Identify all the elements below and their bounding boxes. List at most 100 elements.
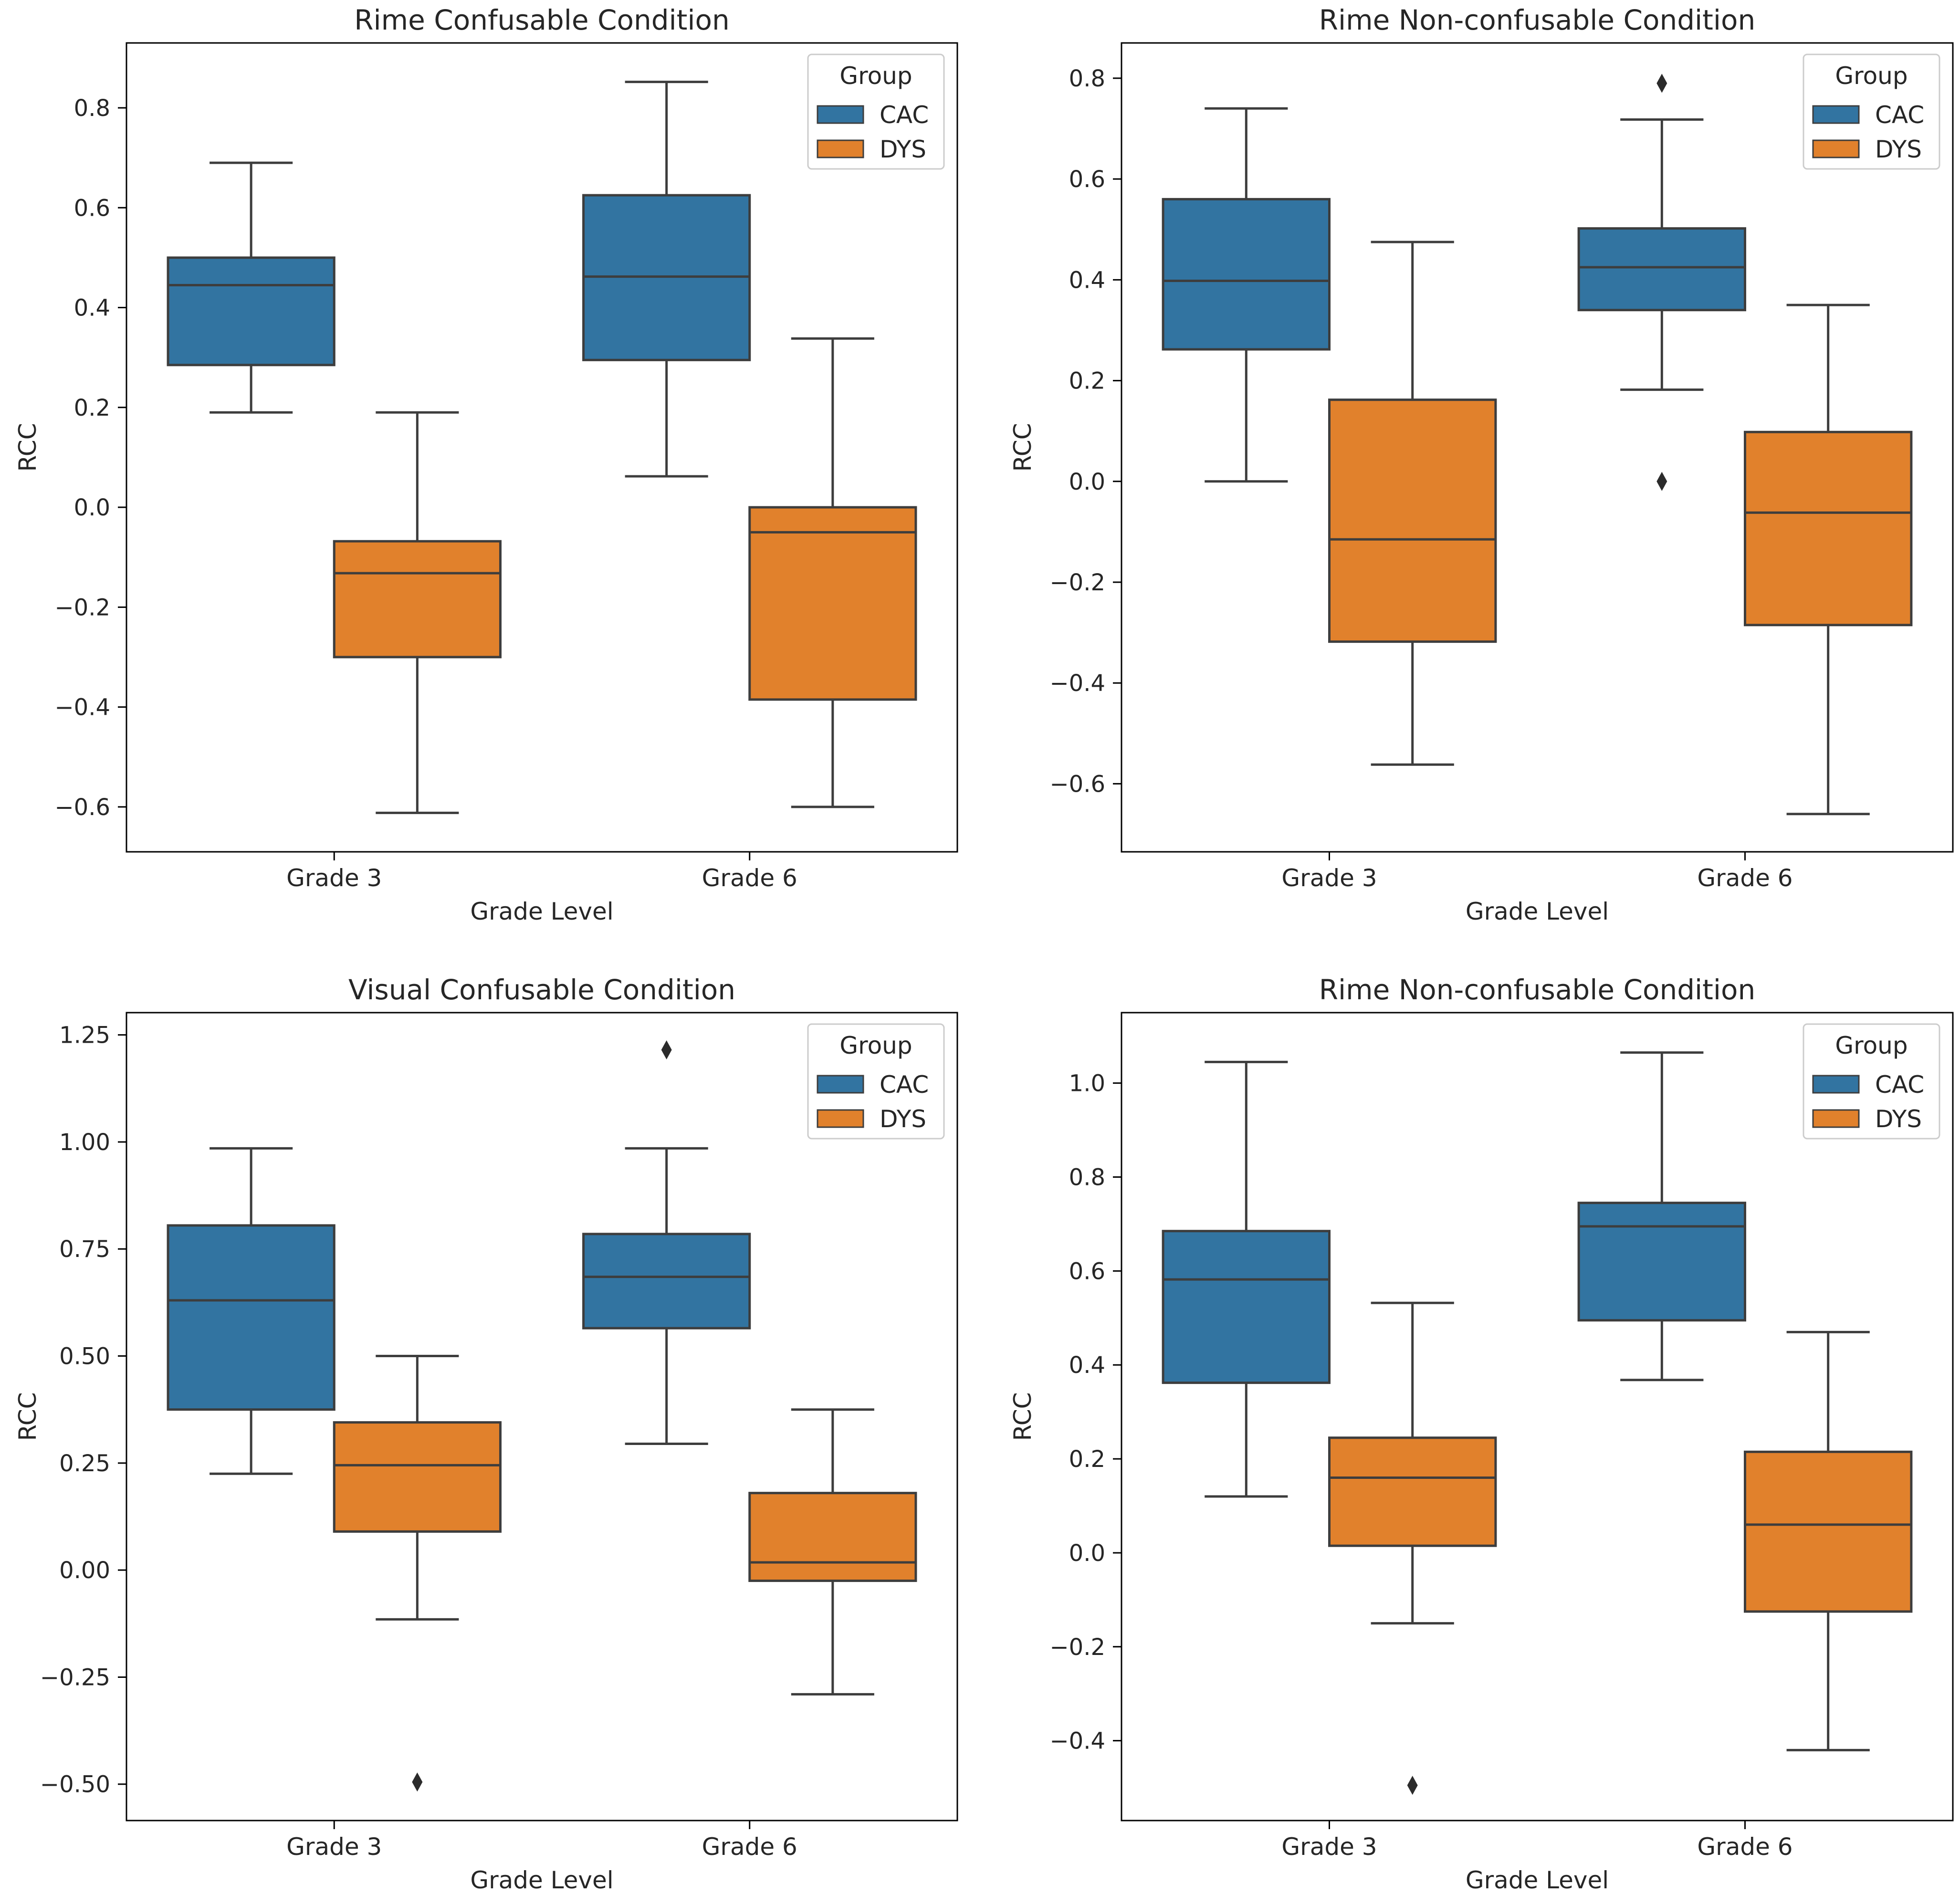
y-tick-label: 0.2	[74, 395, 110, 421]
box-dys-grade-3	[333, 411, 502, 814]
y-tick-label: 1.25	[59, 1022, 110, 1049]
plot-frame	[1121, 1012, 1954, 1822]
y-axis-label: RCC	[14, 1392, 42, 1441]
legend-title: Group	[1835, 1032, 1908, 1059]
y-tick-label: −0.4	[1049, 670, 1105, 697]
legend: Group CAC DYS	[1803, 53, 1940, 170]
y-tick-label: 0.8	[1069, 65, 1105, 92]
y-tick-label: 0.8	[74, 95, 110, 122]
box-cac-grade-6	[582, 1040, 751, 1445]
box-iqr	[333, 1421, 502, 1533]
box-cac-grade-3	[1162, 107, 1331, 483]
legend-label-dys: DYS	[1875, 1105, 1922, 1133]
subplot-4: Rime Non-confusable Condition −0.4 −0.2 0.0…	[1009, 974, 1954, 1894]
y-tick-label: 0.0	[1069, 469, 1105, 495]
legend: Group CAC DYS	[807, 53, 945, 170]
box-iqr	[1577, 1202, 1747, 1322]
legend-title: Group	[839, 62, 912, 90]
y-tick-label: −0.2	[1049, 1634, 1105, 1661]
legend-swatch-dys	[1812, 139, 1860, 158]
outlier-point	[1407, 1776, 1418, 1795]
box-dys-grade-6	[748, 1408, 917, 1696]
box-cac-grade-6	[582, 81, 751, 478]
box-dys-grade-3	[1328, 1301, 1497, 1795]
legend-label-cac: CAC	[880, 1071, 929, 1099]
legend-swatch-cac	[1812, 105, 1860, 124]
legend-swatch-dys	[817, 1109, 864, 1128]
legend-label-dys: DYS	[880, 1105, 926, 1133]
box-iqr	[333, 540, 502, 659]
box-iqr	[167, 256, 335, 366]
box-cac-grade-6	[1577, 1051, 1747, 1382]
box-iqr	[1577, 227, 1747, 312]
x-axis-label: Grade Level	[1466, 1866, 1609, 1894]
legend-label-cac: CAC	[1875, 101, 1924, 129]
x-axis-label: Grade Level	[470, 1866, 613, 1894]
legend-title: Group	[839, 1032, 912, 1059]
legend-title: Group	[1835, 62, 1908, 90]
box-iqr	[748, 1492, 917, 1582]
x-tick-label: Grade 6	[702, 864, 797, 892]
y-tick-label: −0.25	[40, 1664, 110, 1691]
x-tick-label: Grade 6	[702, 1833, 797, 1861]
box-iqr	[1162, 1230, 1331, 1384]
y-tick-label: 1.00	[59, 1129, 110, 1156]
chart-title: Visual Confusable Condition	[348, 974, 735, 1006]
legend-swatch-cac	[817, 105, 864, 124]
box-cac-grade-3	[167, 1147, 335, 1475]
x-axis-label: Grade Level	[470, 898, 613, 925]
legend-swatch-cac	[817, 1075, 864, 1094]
box-dys-grade-3	[333, 1355, 502, 1792]
outlier-point	[661, 1040, 672, 1060]
box-iqr	[1162, 198, 1331, 351]
box-cac-grade-3	[1162, 1060, 1331, 1498]
y-tick-label: −0.2	[1049, 569, 1105, 596]
box-dys-grade-6	[748, 337, 917, 808]
box-iqr	[1744, 1450, 1913, 1613]
x-axis-label: Grade Level	[1466, 898, 1609, 925]
chart-title: Rime Confusable Condition	[354, 4, 730, 36]
box-iqr	[582, 1233, 751, 1330]
legend: Group CAC DYS	[807, 1023, 945, 1140]
plot-frame	[1121, 42, 1954, 853]
y-tick-label: 0.6	[1069, 1258, 1105, 1285]
box-iqr	[167, 1224, 335, 1411]
legend: Group CAC DYS	[1803, 1023, 1940, 1140]
y-tick-label: 0.4	[74, 295, 110, 322]
y-tick-label: 0.00	[59, 1557, 110, 1584]
box-iqr	[748, 506, 917, 701]
legend-label-dys: DYS	[1875, 136, 1922, 163]
legend-swatch-dys	[817, 139, 864, 158]
x-tick-label: Grade 6	[1697, 1833, 1792, 1861]
legend-swatch-dys	[1812, 1109, 1860, 1128]
plot-frame	[126, 42, 958, 853]
box-dys-grade-3	[1328, 241, 1497, 766]
x-tick-label: Grade 3	[286, 864, 382, 892]
y-tick-label: 0.0	[1069, 1540, 1105, 1567]
y-tick-label: 1.0	[1069, 1070, 1105, 1097]
subplot-1: Rime Confusable Condition −0.6 −0.4 −0.2 0.0…	[14, 4, 958, 925]
box-iqr	[1744, 430, 1913, 627]
plot-frame	[126, 1012, 958, 1822]
box-cac-grade-6	[1577, 73, 1747, 491]
legend-label-cac: CAC	[1875, 1071, 1924, 1099]
x-tick-label: Grade 3	[1281, 864, 1377, 892]
x-tick-label: Grade 6	[1697, 864, 1792, 892]
y-tick-label: −0.4	[54, 694, 110, 721]
legend-swatch-cac	[1812, 1075, 1860, 1094]
y-tick-label: 0.6	[1069, 166, 1105, 193]
box-iqr	[1328, 1436, 1497, 1547]
y-tick-label: −0.6	[54, 794, 110, 821]
y-tick-label: 0.8	[1069, 1164, 1105, 1191]
y-tick-label: 0.4	[1069, 267, 1105, 293]
y-tick-label: 0.50	[59, 1343, 110, 1370]
y-tick-label: 0.0	[74, 494, 110, 521]
legend-label-dys: DYS	[880, 136, 926, 163]
y-tick-label: 0.2	[1069, 368, 1105, 395]
y-tick-label: −0.4	[1049, 1728, 1105, 1755]
box-dys-grade-6	[1744, 1330, 1913, 1751]
y-tick-label: −0.50	[40, 1771, 110, 1798]
y-tick-label: 0.75	[59, 1236, 110, 1263]
box-dys-grade-6	[1744, 304, 1913, 816]
